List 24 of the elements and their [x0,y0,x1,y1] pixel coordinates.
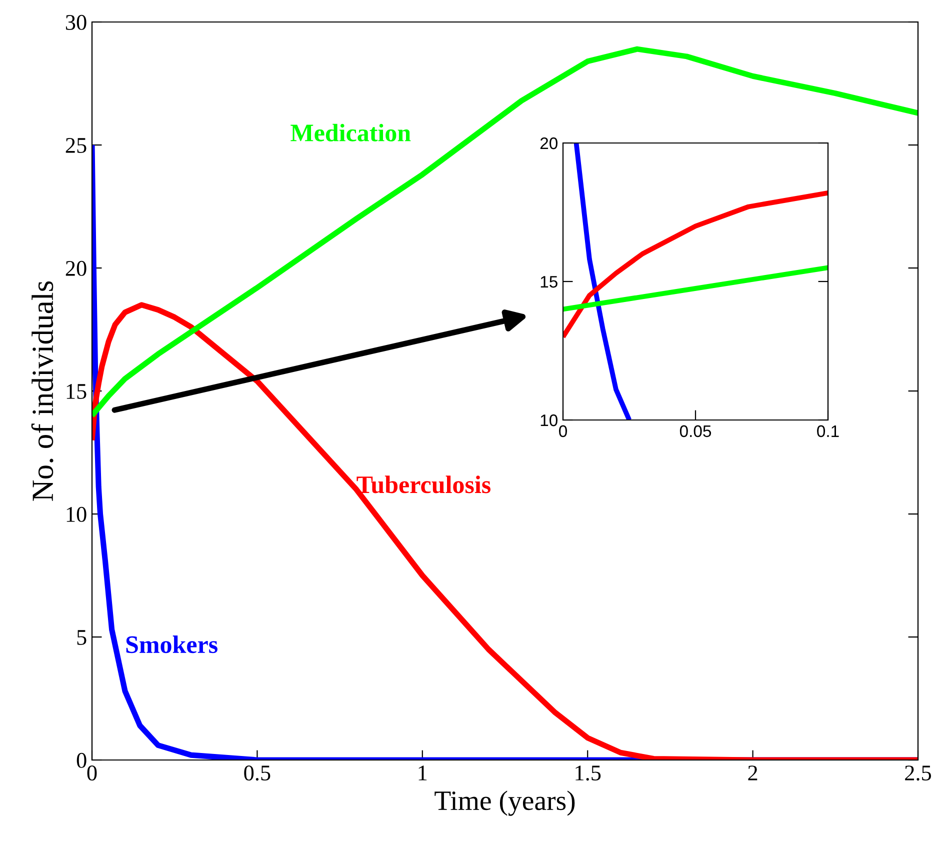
y-tick-label: 20 [540,137,558,150]
y-tick-label: 15 [66,384,86,399]
series-label: Smokers [126,636,218,654]
series-label: Tuberculosis [356,476,491,494]
x-tick-label: 0 [87,766,97,780]
y-tick-label: 0 [76,752,86,768]
y-tick-label: 25 [66,138,86,153]
y-tick-label: 10 [66,506,86,522]
y-axis-title: No. of individuals [31,281,54,501]
y-tick-label: 20 [66,260,86,276]
x-tick-label: 0.1 [817,425,839,438]
y-tick-label: 15 [540,276,558,288]
x-tick-label: 2.5 [905,766,932,781]
x-tick-label: 2 [748,766,758,780]
x-tick-label: 1.5 [576,766,601,781]
series-label: Medication [290,124,411,142]
y-tick-label: 5 [77,630,86,645]
y-tick-label: 30 [66,14,86,30]
x-axis-title: Time (years) [434,790,575,816]
x-tick-label: 0.5 [244,766,270,781]
y-tick-label: 10 [540,414,558,426]
x-tick-label: 1 [418,766,427,780]
x-tick-label: 0.05 [680,425,712,438]
x-tick-label: 0 [559,425,567,438]
